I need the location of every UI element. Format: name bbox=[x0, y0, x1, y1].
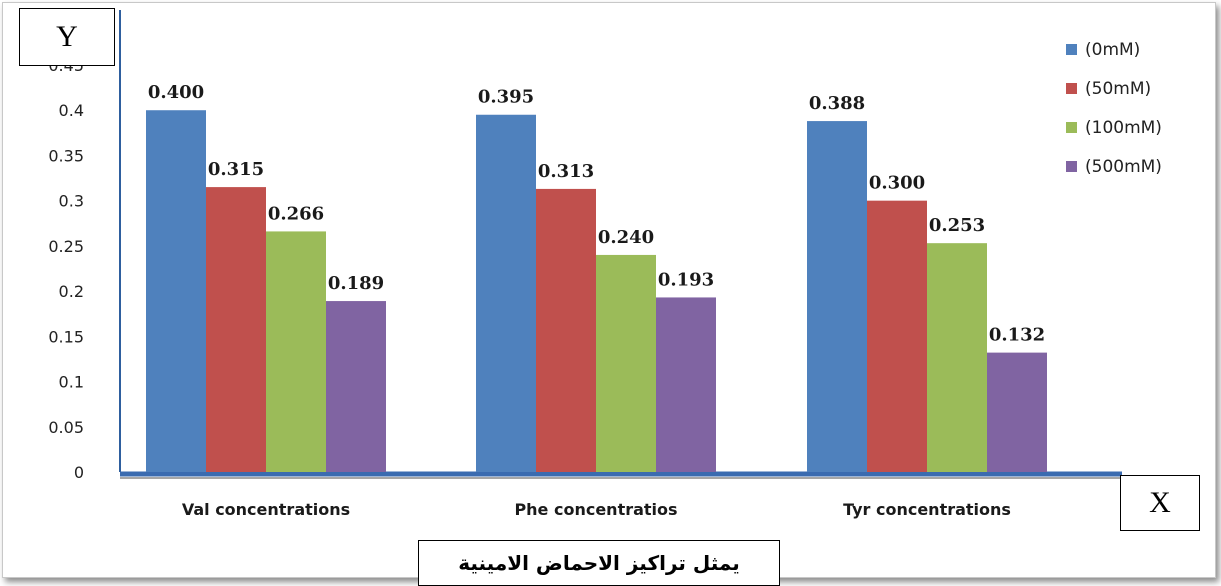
bar bbox=[596, 254, 656, 472]
legend-swatch bbox=[1066, 122, 1077, 133]
bar bbox=[987, 352, 1047, 472]
data-label: 0.240 bbox=[598, 227, 654, 248]
y-tick-label: 0.2 bbox=[59, 282, 84, 301]
legend-swatch bbox=[1066, 83, 1077, 94]
data-label: 0.253 bbox=[929, 215, 985, 236]
data-label: 0.266 bbox=[268, 203, 324, 224]
bar bbox=[927, 243, 987, 472]
legend-label: (0mM) bbox=[1085, 39, 1141, 60]
bar bbox=[326, 301, 386, 472]
legend-label: (500mM) bbox=[1085, 156, 1162, 177]
data-label: 0.313 bbox=[538, 161, 594, 182]
bar bbox=[266, 231, 326, 472]
bar bbox=[656, 297, 716, 472]
x-category-label: Val concentrations bbox=[182, 500, 350, 519]
data-label: 0.315 bbox=[208, 159, 264, 180]
bar bbox=[146, 110, 206, 472]
legend-item: (100mM) bbox=[1066, 108, 1162, 147]
y-tick-label: 0.25 bbox=[48, 237, 84, 256]
y-axis-box-label: Y bbox=[19, 8, 115, 66]
legend-label: (100mM) bbox=[1085, 117, 1162, 138]
data-label: 0.388 bbox=[809, 93, 865, 114]
y-tick-label: 0.4 bbox=[59, 101, 84, 120]
data-label: 0.132 bbox=[989, 325, 1045, 346]
data-label: 0.193 bbox=[658, 269, 714, 290]
data-label: 0.400 bbox=[148, 82, 204, 103]
y-tick-label: 0.1 bbox=[59, 373, 84, 392]
legend-swatch bbox=[1066, 161, 1077, 172]
data-label: 0.300 bbox=[869, 173, 925, 194]
x-category-label: Phe concentratios bbox=[514, 500, 677, 519]
y-tick-label: 0 bbox=[74, 463, 84, 482]
legend: (0mM) (50mM) (100mM) (500mM) bbox=[1066, 30, 1162, 186]
y-tick-label: 0.3 bbox=[59, 192, 84, 211]
caption-box: يمثل تراكيز الاحماض الامينية bbox=[418, 540, 780, 586]
legend-item: (0mM) bbox=[1066, 30, 1162, 69]
y-tick-label: 0.15 bbox=[48, 327, 84, 346]
y-tick-label: 0.35 bbox=[48, 146, 84, 165]
x-axis-box-label: X bbox=[1120, 475, 1200, 531]
data-label: 0.189 bbox=[328, 273, 384, 294]
data-label: 0.395 bbox=[478, 87, 534, 108]
x-category-label: Tyr concentrations bbox=[843, 500, 1011, 519]
legend-item: (500mM) bbox=[1066, 147, 1162, 186]
legend-swatch bbox=[1066, 44, 1077, 55]
legend-item: (50mM) bbox=[1066, 69, 1162, 108]
bar bbox=[867, 200, 927, 472]
bar bbox=[536, 188, 596, 473]
bar bbox=[206, 187, 266, 472]
bar bbox=[807, 121, 867, 472]
bar bbox=[476, 114, 536, 472]
y-tick-label: 0.05 bbox=[48, 418, 84, 437]
legend-label: (50mM) bbox=[1085, 78, 1152, 99]
